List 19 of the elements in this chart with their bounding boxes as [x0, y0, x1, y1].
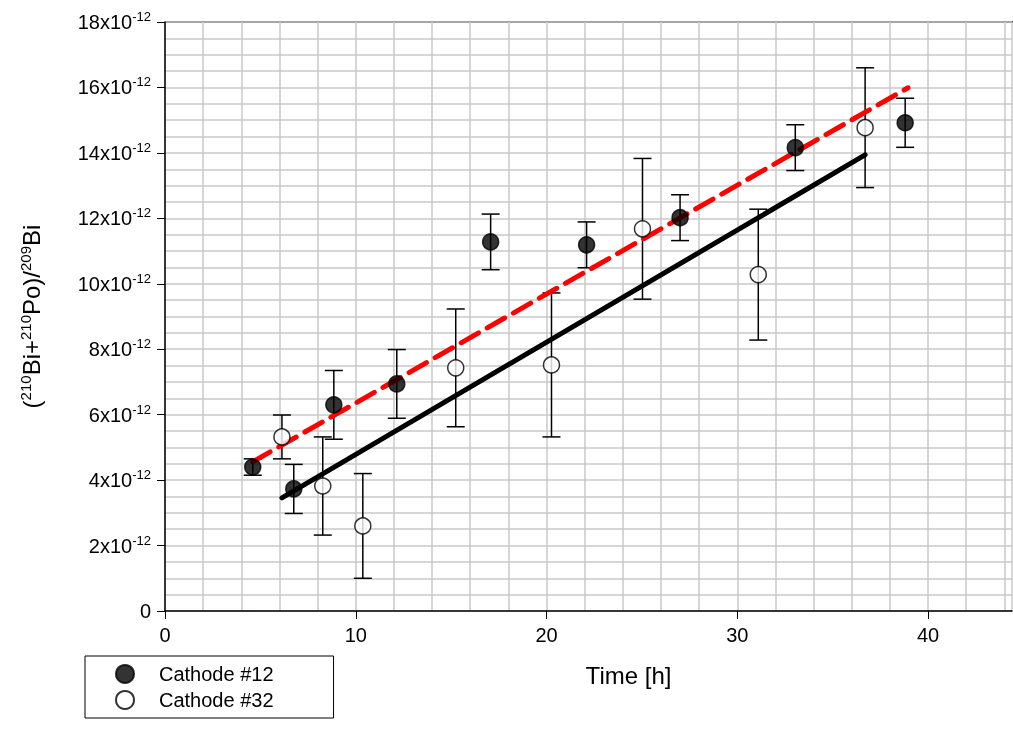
x-tick-label: 10: [344, 624, 367, 646]
y-tick-label: 12x10$^{-12}$: [77, 205, 151, 231]
x-tick-label: 30: [726, 624, 749, 646]
y-tick-label: 10x10$^{-12}$: [77, 270, 151, 296]
legend-label: Cathode #32: [159, 689, 274, 711]
y-axis-title: (210Bi+210Po)/209Bi: [17, 224, 45, 409]
y-tick-label: 18x10$^{-12}$: [77, 9, 151, 34]
y-tick-label: 2x10$^{-12}$: [88, 532, 151, 558]
x-tick-label: 20: [535, 624, 558, 646]
x-tick-label: 40: [916, 624, 940, 646]
y-tick-label: 14x10$^{-12}$: [77, 139, 151, 165]
y-tick-label: 0: [139, 599, 151, 623]
y-tick-label: 8x10$^{-12}$: [88, 336, 151, 362]
legend-label: Cathode #12: [159, 663, 274, 685]
y-tick-label: 4x10$^{-12}$: [88, 467, 151, 493]
x-tick-label: 0: [159, 624, 171, 646]
x-axis-title: Time [h]: [585, 661, 672, 689]
y-tick-label: 16x10$^{-12}$: [77, 74, 151, 100]
y-tick-label: 6x10$^{-12}$: [88, 401, 151, 427]
